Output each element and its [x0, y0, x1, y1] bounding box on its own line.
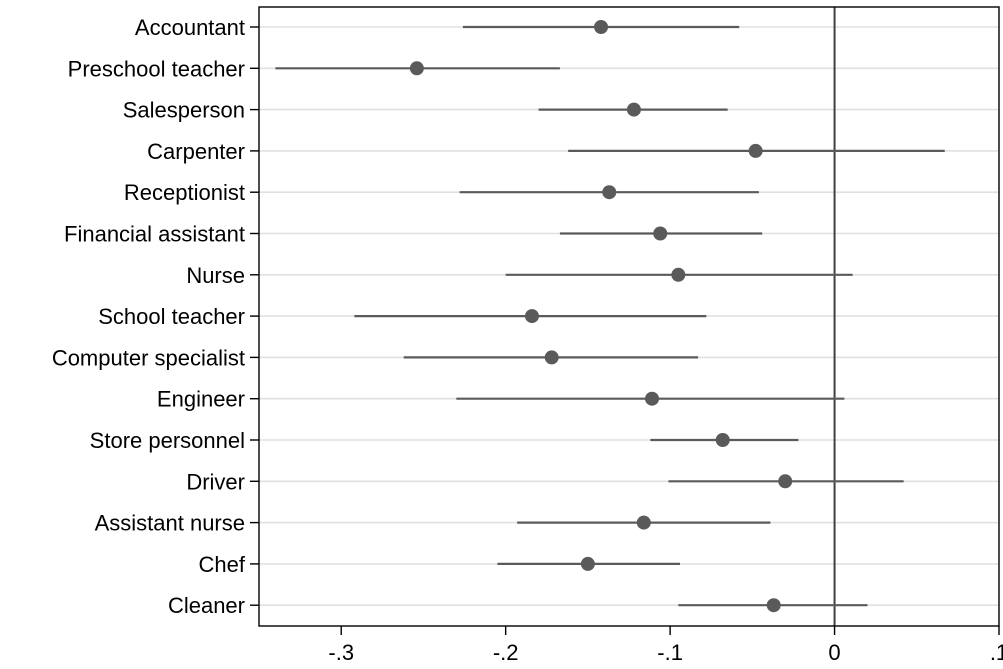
y-tick-label: Driver [186, 469, 245, 494]
y-tick-label: Carpenter [147, 139, 245, 164]
x-tick-label: .1 [990, 640, 1003, 665]
point-estimate [766, 598, 781, 613]
point-estimate [524, 309, 539, 324]
y-tick-label: Computer specialist [52, 345, 245, 370]
point-estimate [409, 61, 424, 76]
x-tick-label: -.1 [657, 640, 683, 665]
point-estimate [602, 185, 617, 200]
y-tick-label: Assistant nurse [95, 511, 245, 536]
y-tick-label: Preschool teacher [68, 56, 245, 81]
y-tick-label: School teacher [98, 304, 245, 329]
y-tick-label: Chef [199, 552, 246, 577]
point-estimate [671, 267, 686, 282]
y-axis-ticks: Accountant Preschool teacher Salesperson Ca… [52, 15, 259, 618]
y-tick-label: Accountant [135, 15, 245, 40]
point-estimate [544, 350, 559, 365]
point-estimate [715, 433, 730, 447]
y-tick-label: Engineer [157, 387, 245, 412]
point-estimates [409, 20, 793, 613]
point-estimate [626, 102, 641, 117]
point-estimate [748, 143, 763, 158]
point-estimate [636, 515, 651, 530]
x-tick-label: 0 [828, 640, 840, 665]
y-tick-label: Receptionist [124, 180, 245, 205]
point-estimate [594, 20, 609, 34]
point-estimate [778, 474, 793, 489]
y-tick-label: Financial assistant [64, 222, 245, 247]
point-estimate [653, 226, 668, 241]
y-tick-label: Salesperson [123, 98, 245, 123]
y-tick-label: Store personnel [90, 428, 245, 453]
point-estimate [645, 391, 660, 406]
y-tick-label: Nurse [186, 263, 245, 288]
x-tick-label: -.2 [493, 640, 519, 665]
x-tick-label: -.3 [328, 640, 354, 665]
x-axis-ticks: -.3 -.2 -.1 0 .1 [328, 626, 1003, 665]
y-tick-label: Cleaner [168, 593, 245, 618]
point-estimate [580, 556, 595, 571]
